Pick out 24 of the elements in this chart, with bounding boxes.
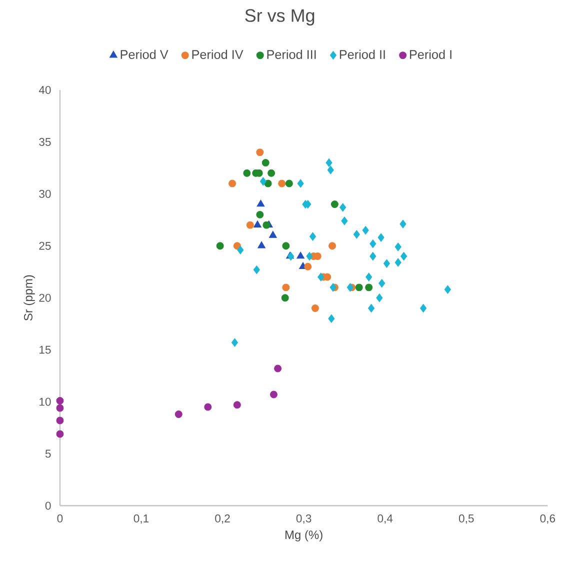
y-tick-label: 15	[40, 346, 51, 354]
y-tick-label: 0	[45, 502, 51, 510]
y-tick-label: 35	[39, 138, 51, 146]
x-tick-label: 0,3	[296, 514, 312, 524]
y-tick-label: 5	[45, 450, 51, 458]
x-tick-label: 0,2	[215, 514, 230, 524]
y-tick-label: 25	[39, 242, 51, 250]
x-tick-label: 0	[57, 514, 63, 522]
legend-label: Period IV	[192, 50, 244, 60]
x-tick-label: 0,6	[540, 514, 556, 524]
y-tick-label: 40	[38, 86, 51, 94]
legend-label: Period V	[120, 50, 168, 60]
x-axis-title: Mg (%)	[285, 530, 322, 542]
legend-label: Period I	[410, 50, 452, 60]
y-axis-title: Sr (ppm)	[24, 275, 35, 321]
x-tick-label: 0,5	[458, 514, 474, 524]
y-tick-label: 30	[39, 190, 51, 198]
y-tick-label: 10	[40, 398, 51, 406]
legend-label: Period III	[267, 50, 316, 60]
x-tick-label: 0,4	[378, 514, 393, 524]
y-tick-label: 20	[39, 294, 51, 302]
x-tick-label: 0,1	[134, 514, 149, 524]
legend-label: Period II	[340, 50, 385, 60]
chart-title: Sr vs Mg	[245, 9, 314, 26]
